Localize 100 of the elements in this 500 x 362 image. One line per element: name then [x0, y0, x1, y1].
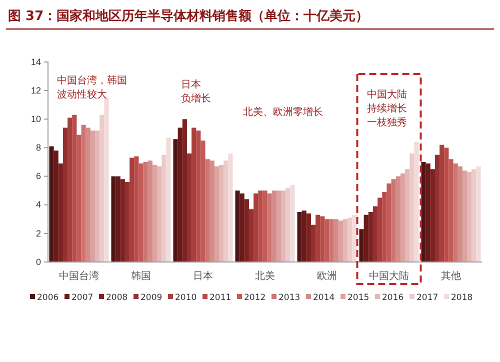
legend-label: 2006	[37, 293, 59, 303]
bar	[329, 219, 334, 262]
bar	[386, 183, 392, 262]
bar	[224, 160, 228, 262]
y-tick-label: 10	[30, 114, 41, 124]
bar	[410, 153, 414, 262]
bar	[343, 219, 348, 262]
legend-label: 2011	[210, 293, 232, 303]
bar	[476, 166, 481, 262]
bar	[219, 164, 224, 262]
bar	[430, 169, 435, 262]
bar	[130, 158, 134, 262]
bar	[334, 219, 338, 262]
legend-label: 2016	[382, 293, 404, 303]
bar	[286, 188, 290, 262]
bar	[440, 144, 444, 262]
bar	[378, 198, 382, 262]
y-tick-label: 14	[30, 56, 41, 67]
x-tick-label: 中国大陆	[369, 270, 409, 282]
x-tick-label: 其他	[441, 270, 461, 282]
bar	[49, 146, 54, 262]
bar	[248, 209, 254, 262]
bar	[348, 218, 352, 262]
x-tick-label: 韩国	[131, 270, 151, 282]
bar	[228, 153, 233, 262]
bar	[467, 172, 472, 262]
y-tick-label: 8	[36, 142, 41, 153]
y-tick-label: 12	[30, 85, 41, 96]
bar	[100, 114, 104, 262]
bar	[302, 210, 306, 262]
bar	[173, 139, 178, 262]
y-tick-label: 0	[36, 256, 41, 267]
annotation: 北美、欧洲零增长	[243, 106, 324, 118]
x-tick-label: 中国台湾	[59, 270, 99, 282]
annotation: 中国台湾，韩国波动性较大	[57, 74, 128, 100]
bar	[214, 166, 220, 262]
bar	[143, 162, 148, 262]
bar	[414, 142, 419, 262]
bar	[472, 169, 476, 262]
bar	[138, 163, 144, 262]
bar	[434, 154, 440, 262]
bar	[196, 130, 201, 262]
bar	[120, 179, 125, 262]
legend-label: 2013	[278, 293, 300, 303]
bar	[166, 138, 171, 262]
bar	[254, 193, 258, 262]
bar	[444, 148, 449, 262]
legend-label: 2007	[72, 293, 94, 303]
bar	[192, 128, 196, 262]
bar	[134, 156, 139, 262]
legend-label: 2014	[313, 293, 335, 303]
legend-label: 2017	[416, 293, 438, 303]
bar	[157, 166, 162, 262]
y-tick-label: 2	[36, 228, 41, 238]
bar	[290, 184, 295, 262]
bar	[76, 134, 82, 262]
bar	[320, 216, 325, 262]
bar	[310, 224, 316, 262]
legend-label: 2010	[175, 293, 197, 303]
bar	[272, 190, 276, 262]
bar	[391, 179, 396, 262]
bar	[316, 214, 320, 262]
x-tick-label: 欧洲	[317, 270, 337, 282]
legend-label: 2009	[140, 293, 162, 303]
bar	[267, 193, 272, 262]
chart-title: 图 37：国家和地区历年半导体材料销售额（单位：十亿美元）	[8, 8, 369, 24]
bar	[90, 130, 96, 262]
bar	[116, 176, 120, 262]
bar	[72, 114, 77, 262]
bar	[235, 190, 240, 262]
bar	[111, 176, 116, 262]
bar	[372, 206, 378, 262]
bar	[162, 154, 166, 262]
bar	[210, 160, 214, 262]
bar	[448, 159, 454, 262]
bar	[262, 190, 268, 262]
bar	[240, 193, 244, 262]
bar	[297, 212, 302, 262]
bar	[81, 124, 86, 262]
bar	[258, 190, 263, 262]
bar	[68, 118, 72, 262]
bar	[205, 159, 210, 262]
legend-label: 2012	[244, 293, 266, 303]
bar	[124, 182, 130, 262]
bar	[244, 199, 249, 262]
x-tick-label: 日本	[193, 270, 213, 282]
annotation: 中国大陆持续增长一枝独秀	[367, 88, 408, 129]
y-tick-label: 6	[36, 171, 41, 182]
bar	[368, 212, 373, 262]
bar	[281, 190, 286, 262]
x-tick-label: 北美	[255, 270, 275, 282]
bar	[182, 119, 187, 262]
bar	[338, 220, 344, 262]
bar	[458, 166, 462, 262]
legend-label: 2008	[106, 293, 128, 303]
bar	[86, 128, 90, 262]
bar	[148, 160, 152, 262]
bar	[54, 150, 58, 262]
bar	[426, 163, 430, 262]
bar	[462, 170, 468, 262]
